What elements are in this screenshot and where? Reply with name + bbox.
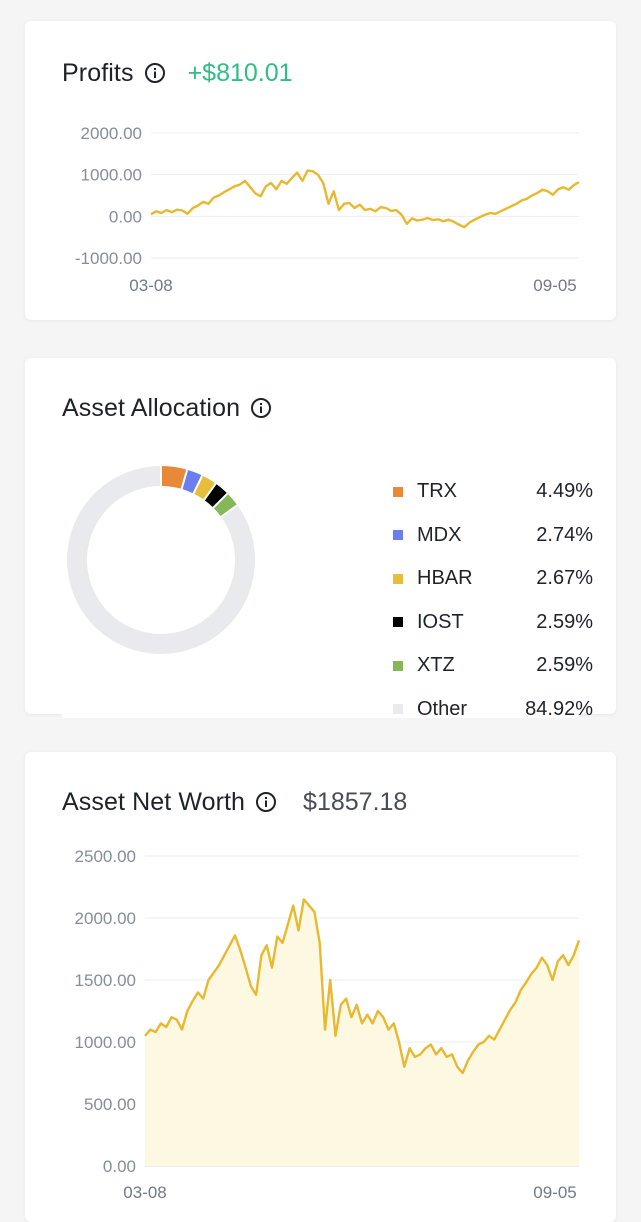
asset-net-worth-card: Asset Net Worth $1857.18 2500.00 2000.00 1…	[25, 752, 616, 1222]
legend-swatch	[393, 704, 403, 715]
networth-chart[interactable]: 2500.00 2000.00 1500.00 1000.00 500.00 0.00 03…	[25, 752, 616, 1222]
legend-item-hbar[interactable]: HBAR 2.67%	[390, 557, 600, 601]
legend-percentage: 4.49%	[536, 480, 593, 503]
x-tick-label: 03-08	[123, 1183, 166, 1202]
legend-swatch	[393, 660, 403, 671]
legend-label: HBAR	[417, 567, 473, 590]
y-tick-label: 0.00	[109, 207, 142, 226]
asset-allocation-card: Asset Allocation TRX 4.49% MDX 2.74% HBAR 2.6…	[25, 358, 616, 720]
slice-separator	[192, 474, 204, 495]
y-tick-label: 500.00	[84, 1095, 136, 1114]
slice-separator	[180, 468, 189, 491]
y-tick-label: 1500.00	[75, 971, 136, 990]
y-tick-label: 2500.00	[75, 847, 136, 866]
y-tick-label: 2000.00	[81, 124, 142, 143]
area-fill	[145, 899, 579, 1166]
profits-card: Profits +$810.01 2000.00 1000.00 0.00 -1000…	[25, 21, 616, 320]
legend-item-other[interactable]: Other 84.92%	[390, 688, 600, 732]
info-icon[interactable]	[144, 62, 166, 84]
slice-separator	[211, 492, 229, 510]
networth-value: $1857.18	[303, 787, 408, 816]
allocation-donut-chart[interactable]	[25, 358, 325, 714]
slice-separator	[219, 503, 239, 519]
legend-swatch	[393, 573, 403, 584]
y-tick-label: 2000.00	[75, 909, 136, 928]
legend-percentage: 2.59%	[536, 654, 593, 677]
series-line	[150, 169, 580, 229]
slice-separator	[202, 482, 218, 502]
x-tick-label: 03-08	[129, 276, 172, 295]
legend-label: IOST	[417, 610, 464, 633]
y-tick-label: 0.00	[103, 1157, 136, 1176]
legend-label: MDX	[417, 523, 462, 546]
legend-item-mdx[interactable]: MDX 2.74%	[390, 514, 600, 558]
y-tick-label: -1000.00	[75, 249, 142, 268]
x-tick-label: 09-05	[533, 276, 576, 295]
profits-chart[interactable]: 2000.00 1000.00 0.00 -1000.00 03-08 09-05	[25, 21, 616, 320]
profits-header: Profits +$810.01	[62, 57, 293, 89]
legend-percentage: 2.67%	[536, 567, 593, 590]
info-icon[interactable]	[250, 397, 272, 419]
legend-percentage: 2.59%	[536, 610, 593, 633]
y-tick-label: 1000.00	[81, 166, 142, 185]
legend-percentage: 84.92%	[525, 697, 593, 720]
legend-item-xtz[interactable]: XTZ 2.59%	[390, 644, 600, 688]
series-line	[144, 898, 581, 1075]
networth-header: Asset Net Worth $1857.18	[62, 786, 407, 818]
networth-title: Asset Net Worth	[62, 787, 246, 816]
legend-item-trx[interactable]: TRX 4.49%	[390, 470, 600, 514]
legend-background	[62, 688, 578, 718]
legend-label: Other	[417, 697, 468, 720]
info-icon[interactable]	[255, 791, 277, 813]
legend-item-iost[interactable]: IOST 2.59%	[390, 601, 600, 645]
allocation-title: Asset Allocation	[62, 393, 241, 422]
allocation-header: Asset Allocation	[62, 392, 272, 424]
legend-swatch	[393, 486, 403, 497]
profits-title: Profits	[62, 58, 134, 87]
legend-swatch	[393, 530, 403, 541]
legend-label: TRX	[417, 480, 457, 503]
legend-label: XTZ	[417, 654, 455, 677]
legend-percentage: 2.74%	[536, 523, 593, 546]
legend-swatch	[393, 617, 403, 628]
allocation-legend: TRX 4.49% MDX 2.74% HBAR 2.67% IOST 2.59% XTZ 2.5…	[390, 470, 600, 731]
x-tick-label: 09-05	[533, 1183, 576, 1202]
y-tick-label: 1000.00	[75, 1033, 136, 1052]
profit-value: +$810.01	[187, 58, 293, 87]
